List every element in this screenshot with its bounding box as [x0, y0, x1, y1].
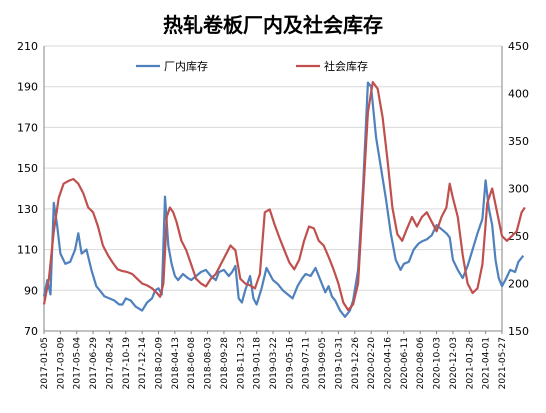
x-tick-label: 2017-05-04: [73, 337, 83, 390]
x-tick-label: 2021-01-28: [465, 337, 475, 390]
x-tick-label: 2018-04-13: [171, 337, 181, 389]
x-tick-label: 2019-01-18: [253, 337, 263, 390]
x-tick-label: 2020-06-11: [400, 337, 410, 389]
x-tick-label: 2017-12-14: [138, 337, 148, 390]
x-tick-label: 2017-03-09: [56, 337, 66, 390]
x-tick-label: 2018-08-03: [204, 337, 214, 389]
gridlines: [44, 45, 502, 332]
x-tick-label: 2017-06-29: [89, 337, 99, 390]
x-tick-label: 2019-07-11: [302, 337, 312, 389]
x-tick-label: 2020-02-20: [367, 337, 377, 390]
y-left-tick-label: 190: [17, 81, 38, 94]
x-tick-label: 2019-12-26: [351, 337, 361, 390]
x-tick-label: 2020-04-16: [384, 337, 394, 390]
y-left-tick-label: 210: [17, 40, 38, 53]
y-left-tick-label: 90: [24, 284, 38, 297]
x-tick-label: 2021-04-01: [482, 337, 492, 389]
legend: 厂内库存 社会库存: [136, 59, 368, 73]
x-tick-label: 2020-12-03: [449, 337, 459, 389]
y-left-tick-label: 110: [17, 244, 38, 257]
x-tick-label: 2019-03-22: [269, 337, 279, 389]
x-tick-label: 2020-08-06: [416, 337, 426, 390]
y-left-tick-label: 130: [17, 203, 38, 216]
series-line-2: [42, 81, 526, 312]
y-left-tick-label: 170: [17, 121, 38, 134]
y-left-tick-label: 150: [17, 162, 38, 175]
x-tick-label: 2019-09-05: [318, 337, 328, 389]
y-right-tick-label: 150: [508, 325, 529, 338]
x-tick-label: 2018-02-09: [155, 337, 165, 390]
x-tick-label: 2019-05-16: [285, 337, 295, 390]
x-tick-label: 2021-05-27: [498, 337, 508, 389]
x-tick-label: 2017-10-19: [122, 337, 132, 390]
y-right-tick-label: 200: [508, 278, 529, 291]
y-right-tick-label: 350: [508, 135, 529, 148]
x-tick-label: 2018-11-23: [236, 337, 246, 389]
y-left-tick-label: 70: [24, 325, 38, 338]
x-tick-label: 2017-01-05: [40, 337, 50, 389]
series-line-1: [42, 81, 525, 318]
chart-title: 热轧卷板厂内及社会库存: [163, 13, 383, 37]
legend-label: 厂内库存: [164, 59, 208, 73]
x-tick-label: 2020-10-03: [433, 337, 443, 389]
y-right-tick-label: 400: [508, 88, 529, 101]
legend-label: 社会库存: [324, 59, 368, 73]
x-tick-label: 2018-09-28: [220, 337, 230, 390]
y-right-tick-label: 450: [508, 40, 529, 53]
x-tick-label: 2018-06-08: [187, 337, 197, 390]
x-tick-label: 2019-10-31: [334, 337, 344, 389]
y-right-tick-label: 300: [508, 183, 529, 196]
series-lines: [42, 81, 526, 318]
axes: 7090110130150170190210150200250300350400…: [17, 40, 529, 389]
x-tick-label: 2017-08-24: [105, 337, 115, 390]
